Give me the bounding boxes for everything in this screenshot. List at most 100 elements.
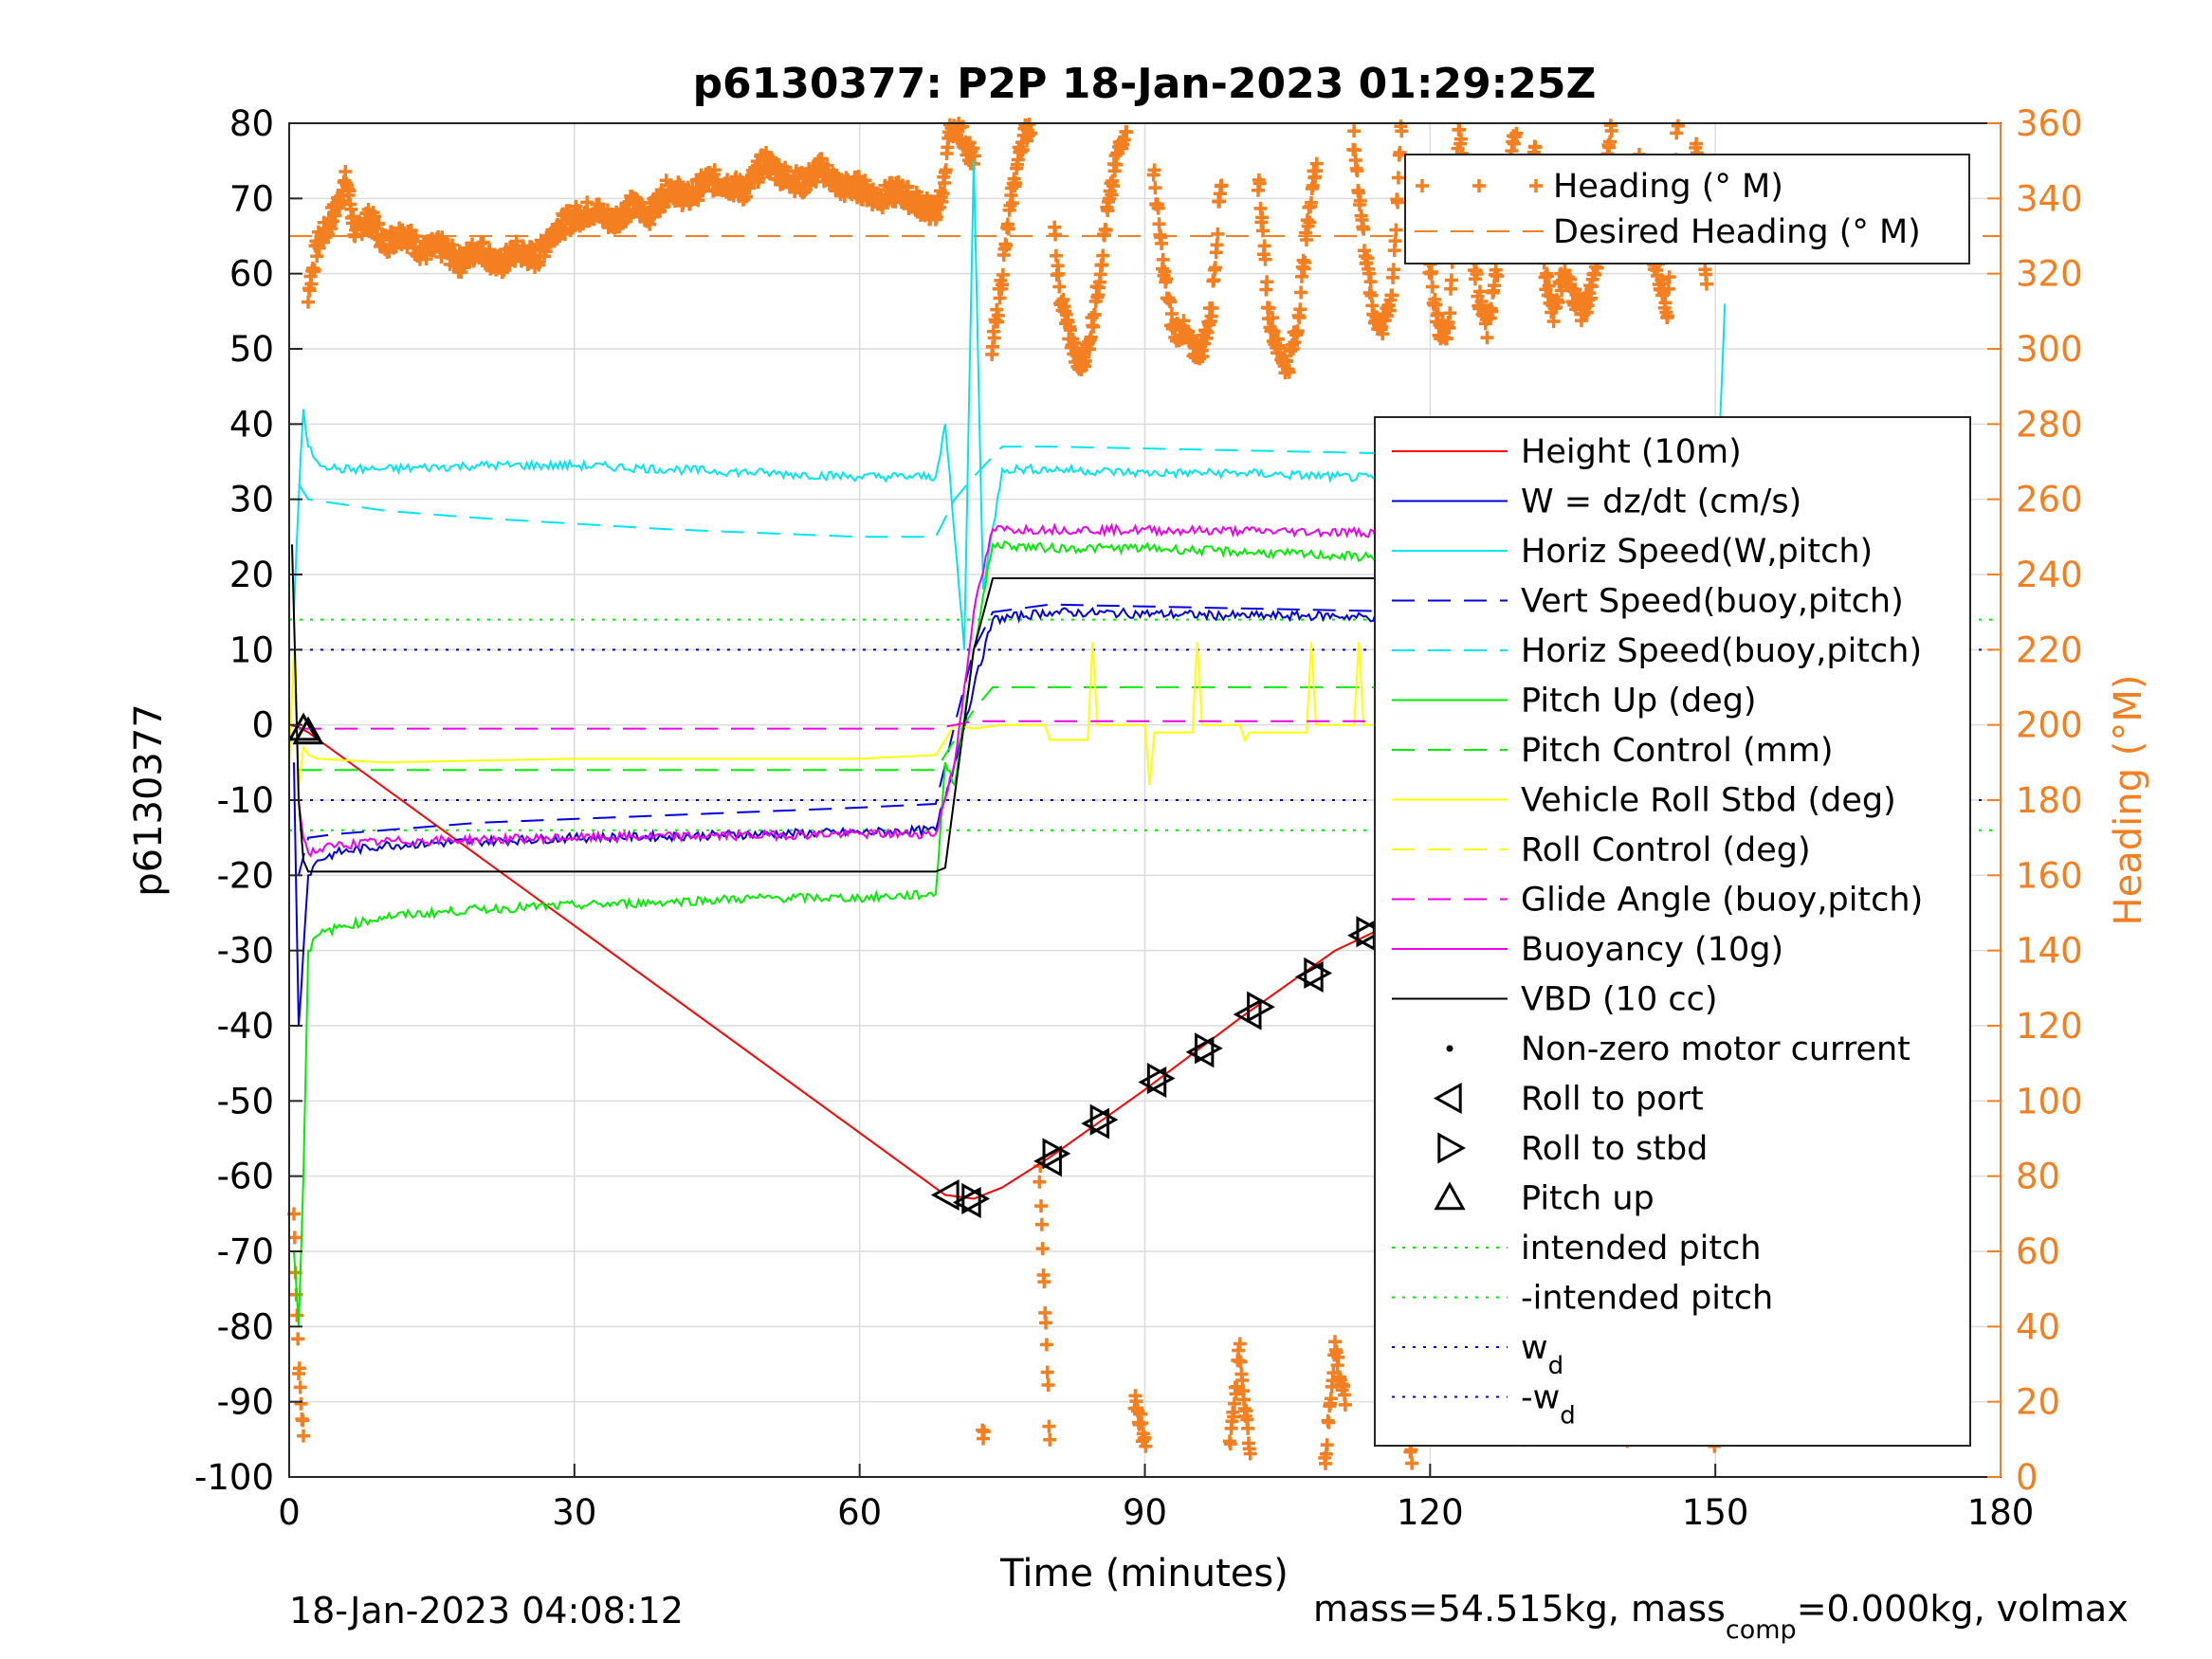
y2-tick-label: 300: [2016, 329, 2083, 370]
heading-legend-box: [1404, 154, 1970, 264]
roll-stbd-marker: [1356, 916, 1385, 948]
heading-point: [901, 179, 915, 193]
heading-point: [643, 217, 657, 231]
heading-point: [1442, 320, 1456, 335]
y2-tick-label: 320: [2016, 254, 2083, 295]
heading-point: [1320, 1438, 1334, 1452]
heading-point: [999, 239, 1014, 253]
heading-point: [707, 163, 722, 177]
heading-point: [1106, 179, 1121, 193]
roll-stbd-marker: [1042, 1138, 1071, 1170]
heading-point: [1347, 124, 1362, 138]
heading-point: [1391, 195, 1405, 210]
heading-point: [1227, 1410, 1241, 1424]
y2-tick-label: 180: [2016, 780, 2083, 821]
y-tick-label: -60: [217, 1157, 274, 1197]
footer-mass-subscript: comp: [1726, 1615, 1797, 1645]
legend-label: VBD (10 cc): [1521, 981, 1718, 1019]
legend-swatch: [1446, 1045, 1453, 1052]
heading-point: [1262, 301, 1276, 315]
heading-point: [1322, 1415, 1336, 1430]
heading-point: [1049, 228, 1063, 242]
heading-point: [1078, 354, 1092, 368]
heading-point: [1583, 291, 1598, 305]
series-legend-box: [1374, 416, 1971, 1447]
heading-point: [1425, 280, 1439, 294]
x-tick-label: 30: [552, 1492, 596, 1533]
heading-point: [1338, 1397, 1352, 1412]
x-axis-label: Time (minutes): [999, 1552, 1289, 1595]
heading-point: [1528, 140, 1543, 155]
heading-point: [1163, 295, 1178, 309]
heading-point: [1546, 315, 1561, 329]
heading-legend-label: Desired Heading (° M): [1553, 213, 1921, 251]
y2-tick-label: 40: [2016, 1306, 2060, 1347]
y2-tick-label: 60: [2016, 1231, 2060, 1272]
heading-point: [1009, 175, 1023, 190]
y2-tick-label: 20: [2016, 1382, 2060, 1423]
heading-point: [1282, 365, 1296, 379]
roll-stbd-marker: [961, 1182, 991, 1215]
heading-point: [342, 184, 356, 198]
heading-point: [1243, 1447, 1257, 1461]
heading-point: [1453, 132, 1468, 146]
heading-point: [1234, 1355, 1248, 1369]
footer-mass-info: mass=54.515kg, masscomp=0.000kg, volmax: [1313, 1588, 2129, 1645]
legend-label: Buoyancy (10g): [1521, 931, 1783, 969]
heading-legend-swatch: [1529, 179, 1543, 192]
heading-point: [967, 149, 981, 163]
heading-point: [1443, 306, 1457, 320]
heading-point: [1393, 145, 1407, 159]
heading-point: [1256, 224, 1271, 238]
reference-lines: [289, 618, 2001, 831]
heading-point: [991, 308, 1005, 322]
heading-point: [1034, 1217, 1049, 1231]
series-legend: Height (10m) W = dz/dt (cm/s) Horiz Speed(…: [1374, 416, 1971, 1447]
heading-point: [1205, 301, 1219, 316]
x-tick-label: 150: [1682, 1492, 1749, 1533]
heading-point: [1293, 302, 1307, 317]
heading-point: [1431, 306, 1445, 320]
heading-point: [1662, 270, 1676, 284]
legend-label: Pitch up: [1521, 1180, 1654, 1218]
heading-point: [1160, 272, 1174, 286]
heading-point: [1151, 201, 1165, 215]
y-tick-label: -50: [217, 1081, 274, 1121]
y-tick-label: 20: [229, 555, 274, 595]
y-tick-label: -40: [217, 1006, 274, 1047]
legend-swatch: [1433, 1082, 1462, 1115]
legend-label: Height (10m): [1521, 433, 1742, 471]
footer-mass-tail: =0.000kg, volmax: [1797, 1588, 2129, 1630]
heading-point: [1211, 227, 1225, 241]
heading-point: [1444, 273, 1458, 287]
heading-point: [372, 216, 386, 230]
roll-stbd-marker: [1089, 1103, 1119, 1136]
heading-point: [1260, 275, 1274, 289]
series-line-4: [298, 446, 1716, 538]
y-tick-label: 30: [229, 480, 274, 520]
heading-point: [291, 1332, 305, 1346]
roll-stbd-marker: [1247, 991, 1275, 1023]
y-tick-label: -10: [217, 780, 274, 821]
heading-point: [1303, 215, 1317, 229]
heading-point: [1388, 234, 1402, 248]
roll-stbd-marker: [1194, 1032, 1223, 1065]
heading-point: [1109, 157, 1124, 172]
heading-point: [1042, 1419, 1056, 1433]
heading-point: [307, 263, 321, 277]
heading-point: [1474, 295, 1489, 309]
y-axis-label: p6130377: [127, 703, 171, 897]
y2-tick-label: 140: [2016, 931, 2083, 972]
y-tick-label: 80: [229, 103, 274, 144]
heading-point: [1088, 307, 1102, 321]
legend-label: intended pitch: [1521, 1230, 1762, 1267]
footer-timestamp: 18-Jan-2023 04:08:12: [289, 1590, 684, 1632]
heading-point: [1299, 232, 1313, 246]
legend-label: Vert Speed(buoy,pitch): [1521, 583, 1904, 621]
heading-point: [1273, 341, 1288, 356]
heading-point: [1363, 275, 1378, 289]
roll-port-marker: [1033, 1145, 1062, 1177]
heading-point: [1034, 1199, 1049, 1213]
y-tick-label: 60: [229, 254, 274, 295]
